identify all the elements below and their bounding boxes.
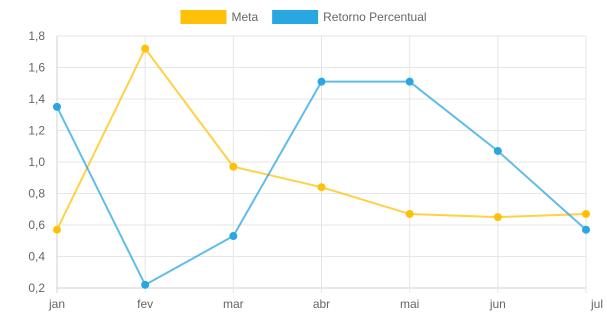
x-tick-label: jul bbox=[590, 297, 603, 311]
data-point[interactable] bbox=[405, 77, 414, 86]
y-tick-label: 1,4 bbox=[28, 92, 45, 106]
x-tick-label: jan bbox=[48, 297, 65, 311]
data-point[interactable] bbox=[229, 232, 238, 241]
data-point[interactable] bbox=[493, 146, 502, 155]
y-tick-label: 1,6 bbox=[28, 61, 45, 75]
legend-swatch bbox=[180, 10, 227, 24]
y-tick-label: 0,4 bbox=[28, 250, 45, 264]
legend-label: Meta bbox=[231, 10, 258, 24]
y-tick-label: 0,8 bbox=[28, 187, 45, 201]
legend-label: Retorno Percentual bbox=[323, 10, 426, 24]
data-point[interactable] bbox=[141, 280, 150, 289]
y-tick-label: 1,8 bbox=[28, 29, 45, 43]
x-tick-label: mar bbox=[223, 297, 244, 311]
data-point[interactable] bbox=[582, 209, 590, 218]
legend-swatch bbox=[272, 10, 319, 24]
x-axis: jan fev mar abr mai jun jul bbox=[48, 297, 603, 311]
data-point[interactable] bbox=[493, 213, 502, 222]
data-point[interactable] bbox=[317, 77, 326, 86]
legend-item[interactable]: Meta bbox=[180, 10, 258, 24]
grid bbox=[56, 35, 587, 293]
y-tick-label: 1,0 bbox=[28, 155, 45, 169]
y-tick-label: 0,6 bbox=[28, 218, 45, 232]
data-point[interactable] bbox=[53, 225, 61, 234]
data-point[interactable] bbox=[405, 209, 414, 218]
data-point[interactable] bbox=[229, 162, 238, 171]
x-tick-label: mai bbox=[400, 297, 419, 311]
y-axis: 0,2 0,4 0,6 0,8 1,0 1,2 1,4 1,6 1,8 bbox=[28, 29, 45, 295]
data-point[interactable] bbox=[141, 44, 150, 53]
legend: Meta Retorno Percentual bbox=[180, 10, 427, 24]
y-tick-label: 1,2 bbox=[28, 124, 45, 138]
y-tick-label: 0,2 bbox=[28, 281, 45, 295]
series-points bbox=[53, 44, 590, 289]
legend-item[interactable]: Retorno Percentual bbox=[272, 10, 427, 24]
data-point[interactable] bbox=[582, 225, 590, 234]
x-tick-label: jun bbox=[489, 297, 506, 311]
x-tick-label: abr bbox=[313, 297, 330, 311]
x-tick-label: fev bbox=[137, 297, 153, 311]
data-point[interactable] bbox=[317, 183, 326, 192]
data-point[interactable] bbox=[53, 102, 61, 111]
